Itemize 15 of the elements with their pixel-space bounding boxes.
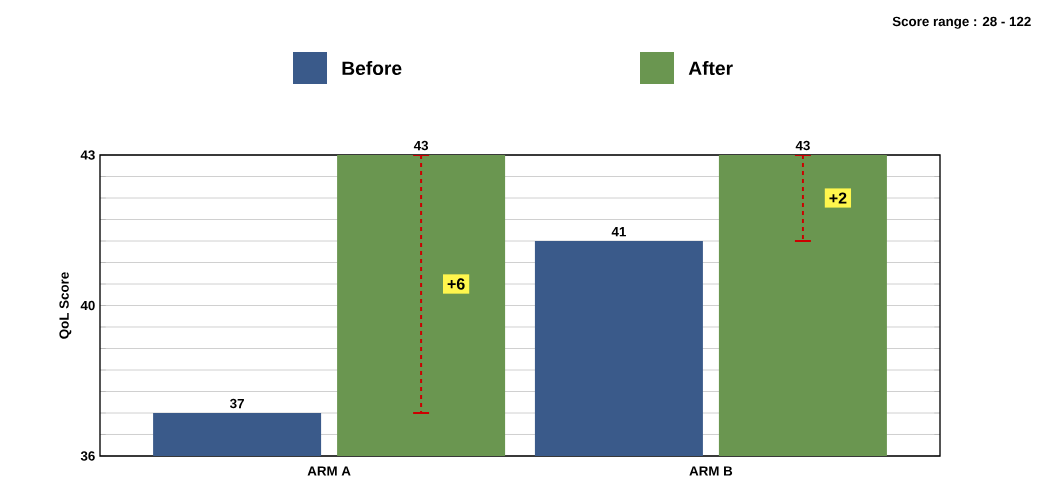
y-axis-title: QoL Score [59, 272, 72, 339]
y-tick-label: 40 [80, 300, 95, 311]
data-label: 37 [229, 398, 244, 409]
data-label: 43 [413, 140, 429, 151]
data-label: 41 [611, 227, 626, 237]
data-label: 43 [795, 140, 810, 151]
x-tick-label: ARM B [689, 466, 733, 476]
annotation: +6 [447, 278, 465, 290]
text: Score range : 28 - 122 [892, 16, 1031, 29]
legend-label: After [688, 60, 733, 76]
annotation: +2 [829, 192, 847, 204]
x-tick-label: ARM A [307, 466, 351, 476]
legend-label: Before [342, 60, 402, 76]
y-tick-label: 36 [80, 451, 95, 461]
y-tick-label: 43 [80, 150, 95, 160]
